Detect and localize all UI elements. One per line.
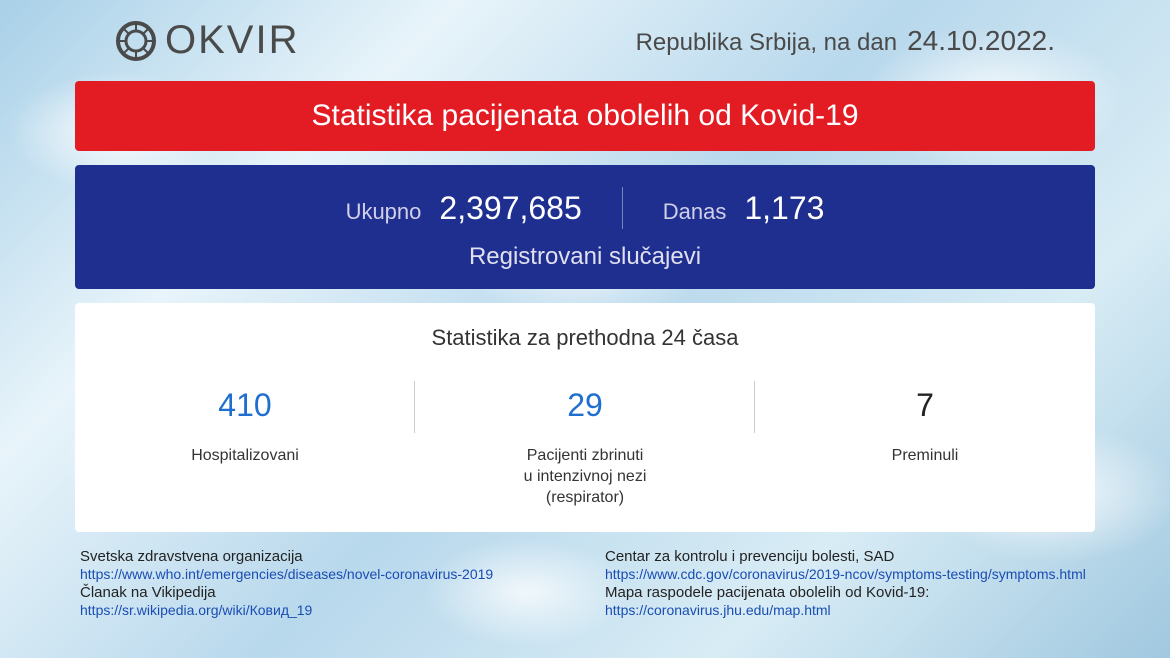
footer-link-wikipedia[interactable]: https://sr.wikipedia.org/wiki/Ковид_19 xyxy=(80,602,565,618)
today-label: Danas xyxy=(663,199,727,225)
today-registered: Danas 1,173 xyxy=(663,190,825,227)
registered-subtitle: Registrovani slučajevi xyxy=(75,243,1095,271)
header-date-value: 24.10.2022. xyxy=(907,25,1055,57)
total-label: Ukupno xyxy=(346,199,422,225)
footer-link-cdc[interactable]: https://www.cdc.gov/coronavirus/2019-nco… xyxy=(605,566,1090,582)
stats-row: 410 Hospitalizovani 29 Pacijenti zbrinut… xyxy=(75,387,1095,508)
total-registered: Ukupno 2,397,685 xyxy=(346,190,582,227)
title-banner: Statistika pacijenata obolelih od Kovid-… xyxy=(75,81,1095,151)
today-value: 1,173 xyxy=(744,190,824,227)
stat-label: Preminuli xyxy=(755,446,1095,467)
footer-source-label: Svetska zdravstvena organizacija xyxy=(80,548,565,565)
total-value: 2,397,685 xyxy=(439,190,581,227)
footer: Svetska zdravstvena organizacija https:/… xyxy=(75,548,1095,620)
logo-text: OKVIR xyxy=(165,18,299,63)
last24h-title: Statistika za prethodna 24 časa xyxy=(75,325,1095,351)
stat-deceased: 7 Preminuli xyxy=(755,387,1095,467)
header: OKVIR Republika Srbija, na dan 24.10.202… xyxy=(75,18,1095,63)
footer-source-label: Članak na Vikipedija xyxy=(80,584,565,601)
footer-link-jhu[interactable]: https://coronavirus.jhu.edu/map.html xyxy=(605,602,1090,618)
stat-value: 29 xyxy=(415,387,755,424)
title-text: Statistika pacijenata obolelih od Kovid-… xyxy=(311,99,858,132)
footer-link-who[interactable]: https://www.who.int/emergencies/diseases… xyxy=(80,566,565,582)
divider xyxy=(622,187,623,229)
footer-source-label: Mapa raspodele pacijenata obolelih od Ko… xyxy=(605,584,1090,601)
last24h-panel: Statistika za prethodna 24 časa 410 Hosp… xyxy=(75,303,1095,532)
logo-icon xyxy=(115,20,157,62)
footer-right: Centar za kontrolu i prevenciju bolesti,… xyxy=(565,548,1090,620)
header-date: Republika Srbija, na dan 24.10.2022. xyxy=(636,25,1055,57)
stat-value: 410 xyxy=(75,387,415,424)
header-country: Republika Srbija, na dan xyxy=(636,29,898,57)
stat-value: 7 xyxy=(755,387,1095,424)
stat-label: Hospitalizovani xyxy=(75,446,415,467)
stat-icu: 29 Pacijenti zbrinutiu intenzivnoj nezi(… xyxy=(415,387,755,508)
stat-hospitalized: 410 Hospitalizovani xyxy=(75,387,415,467)
logo: OKVIR xyxy=(115,18,299,63)
registered-cases-panel: Ukupno 2,397,685 Danas 1,173 Registrovan… xyxy=(75,165,1095,289)
footer-left: Svetska zdravstvena organizacija https:/… xyxy=(80,548,565,620)
stat-label: Pacijenti zbrinutiu intenzivnoj nezi(res… xyxy=(415,446,755,508)
footer-source-label: Centar za kontrolu i prevenciju bolesti,… xyxy=(605,548,1090,565)
